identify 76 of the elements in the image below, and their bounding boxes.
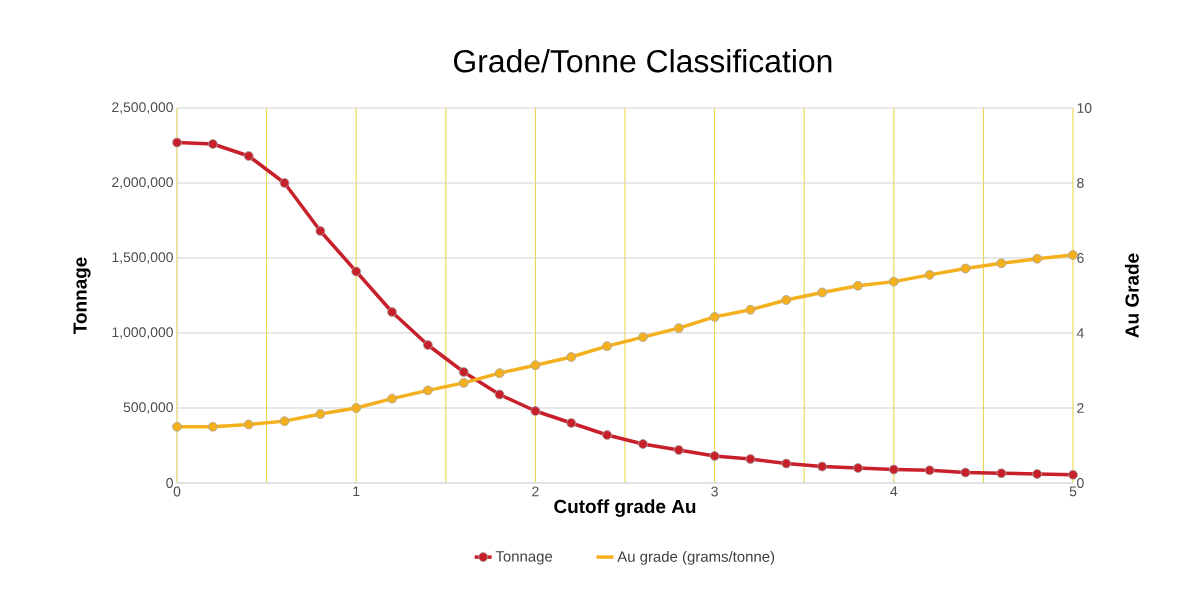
point [279,178,290,188]
x-axis-title: Cutoff grade Au [554,499,696,517]
point [494,368,505,379]
point [530,360,541,371]
point [638,439,648,449]
y2-tick-label: 10 [1077,103,1092,113]
y-axis-title: Tonnage [73,257,91,335]
y-tick-label: 500,000 [123,402,173,414]
y-tick-label: 2,500,000 [112,102,173,114]
point [279,416,290,427]
point [673,445,684,455]
point [1032,253,1043,264]
point [423,385,433,396]
point [243,151,254,161]
point [888,276,899,287]
point [351,266,362,277]
point [638,332,648,343]
point [422,340,433,350]
point [817,461,828,472]
point [853,280,863,291]
point [566,418,577,428]
y-tick-label: 1,500,000 [112,252,173,264]
x-tick-label: 1 [353,486,360,497]
y2-tick-label: 6 [1077,253,1084,263]
point [566,352,577,362]
y-tick-label: 0 [166,478,173,488]
y-tick-label: 1,000,000 [112,327,173,339]
y2-axis-title: Au Grade [1124,253,1139,338]
point [960,467,971,478]
point [458,367,469,377]
y2-tick-label: 4 [1076,328,1084,338]
point [172,137,182,148]
point [996,258,1007,269]
point [853,463,863,473]
point [888,464,899,475]
point [817,287,828,298]
y2-tick-label: 0 [1077,478,1084,488]
point [709,451,720,461]
x-tick-label: 3 [711,486,718,497]
point [673,323,684,334]
point [315,226,326,236]
point [351,403,362,413]
legend-label: Tonnage [495,551,553,565]
point [243,419,254,430]
point [494,389,505,400]
point [709,311,720,322]
point [745,454,756,464]
x-tick-label: 0 [173,486,181,497]
point [207,421,218,432]
point [781,295,792,305]
y-tick-label: 2,000,000 [112,177,173,189]
chart-title: Grade/Tonne Classification [454,49,832,73]
point [458,377,469,388]
point [924,269,935,280]
legend-label: Au grade (grams/tonne) [617,550,775,565]
y2-tick-label: 2 [1077,403,1084,413]
point [1032,469,1043,479]
x-tick-label: 2 [532,486,539,497]
point [602,341,612,352]
point [996,468,1007,479]
x-tick-label: 5 [1069,486,1077,497]
point [530,406,541,416]
point [387,393,397,404]
point [924,465,935,476]
x-tick-label: 4 [890,486,898,497]
point [315,409,326,419]
y2-tick-label: 8 [1077,178,1084,188]
point [602,430,612,440]
point [1068,469,1078,480]
point [207,139,218,149]
point [960,263,971,274]
point [781,458,792,469]
point [387,307,397,317]
point [1068,250,1078,260]
point [172,421,182,432]
point [745,304,756,315]
